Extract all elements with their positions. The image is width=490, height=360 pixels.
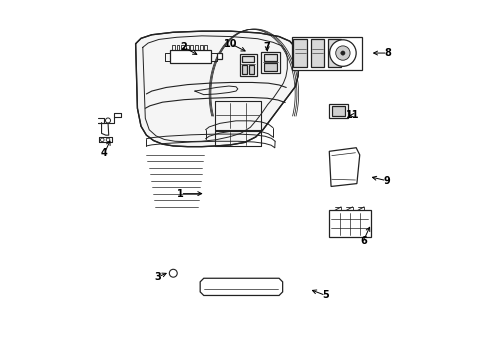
Text: 8: 8 [384, 48, 391, 58]
Polygon shape [218, 53, 221, 59]
Polygon shape [264, 54, 277, 60]
Text: 5: 5 [322, 291, 329, 301]
Text: 3: 3 [155, 272, 162, 282]
Polygon shape [248, 65, 254, 74]
Polygon shape [170, 50, 211, 63]
Text: 11: 11 [346, 111, 359, 121]
Circle shape [336, 46, 350, 60]
Polygon shape [332, 106, 345, 116]
Text: 7: 7 [264, 42, 270, 52]
Polygon shape [242, 65, 247, 74]
Text: 1: 1 [177, 189, 184, 199]
Circle shape [105, 118, 111, 123]
Polygon shape [329, 148, 360, 186]
Polygon shape [240, 54, 257, 76]
Circle shape [170, 269, 177, 277]
Circle shape [106, 138, 110, 141]
Circle shape [100, 138, 104, 141]
Polygon shape [311, 40, 324, 67]
Text: 10: 10 [224, 39, 238, 49]
Polygon shape [261, 52, 280, 73]
Text: 2: 2 [181, 42, 187, 52]
Polygon shape [200, 278, 283, 296]
Circle shape [341, 51, 345, 55]
Polygon shape [243, 56, 254, 62]
Text: 4: 4 [101, 148, 108, 158]
Polygon shape [136, 31, 299, 147]
Polygon shape [292, 37, 362, 69]
Polygon shape [294, 40, 307, 67]
Polygon shape [328, 40, 342, 67]
Text: 6: 6 [360, 236, 367, 246]
Polygon shape [329, 211, 370, 237]
Text: 9: 9 [383, 176, 390, 186]
Circle shape [330, 40, 356, 66]
Polygon shape [264, 63, 277, 71]
Polygon shape [329, 104, 348, 118]
